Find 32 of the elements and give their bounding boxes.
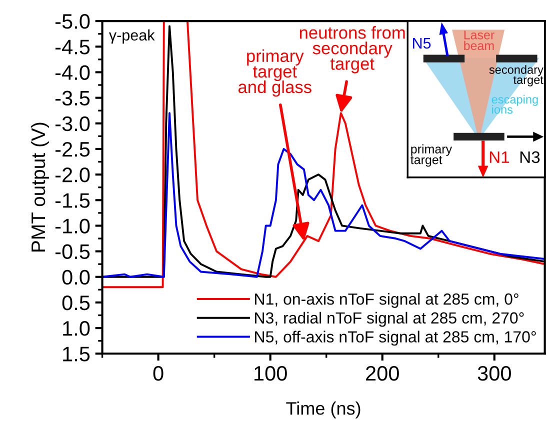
x-tick-label: 100 (254, 366, 287, 381)
y-tick-label: -0.5 (56, 244, 90, 260)
y-axis-title: PMT output (V) (30, 122, 50, 252)
legend-label: N5, off-axis nToF signal at 285 cm, 170° (255, 330, 536, 346)
annotation: N1 (490, 151, 510, 163)
annotation: escaping ions (492, 94, 538, 114)
x-tick-label: 300 (478, 366, 511, 381)
y-tick-label: -4.5 (56, 40, 90, 54)
annotation: γ-peak (108, 29, 155, 44)
y-tick-label: -4.0 (56, 65, 90, 80)
y-tick-label: 0.0 (62, 270, 90, 285)
annotation: secondary target (489, 65, 544, 86)
y-tick-label: -3.5 (56, 90, 90, 106)
y-tick-label: -1.0 (56, 218, 90, 234)
annotation: N3 (520, 151, 540, 164)
legend-label: N3, radial nToF signal at 285 cm, 270° (255, 312, 524, 327)
x-axis-title: Time (ns) (286, 402, 360, 418)
x-tick-label: 200 (366, 366, 399, 381)
y-tick-label: -5.0 (56, 14, 90, 29)
y-tick-label: -2.0 (56, 168, 90, 182)
annotation: N5 (413, 38, 431, 49)
y-tick-label: -1.5 (56, 193, 90, 208)
y-tick-label: 1.0 (63, 321, 90, 336)
legend-label: N1, on-axis nToF signal at 285 cm, 0° (255, 293, 518, 308)
x-tick-label: 0 (153, 366, 164, 381)
y-tick-label: -2.5 (56, 142, 90, 157)
y-tick-label: 1.5 (63, 346, 90, 362)
annotation: primary target and glass (238, 49, 312, 97)
y-tick-label: -3.0 (56, 116, 90, 132)
y-tick-label: 0.5 (62, 295, 90, 310)
annotation: primary target (410, 144, 452, 167)
annotation: Laser beam (464, 30, 494, 50)
